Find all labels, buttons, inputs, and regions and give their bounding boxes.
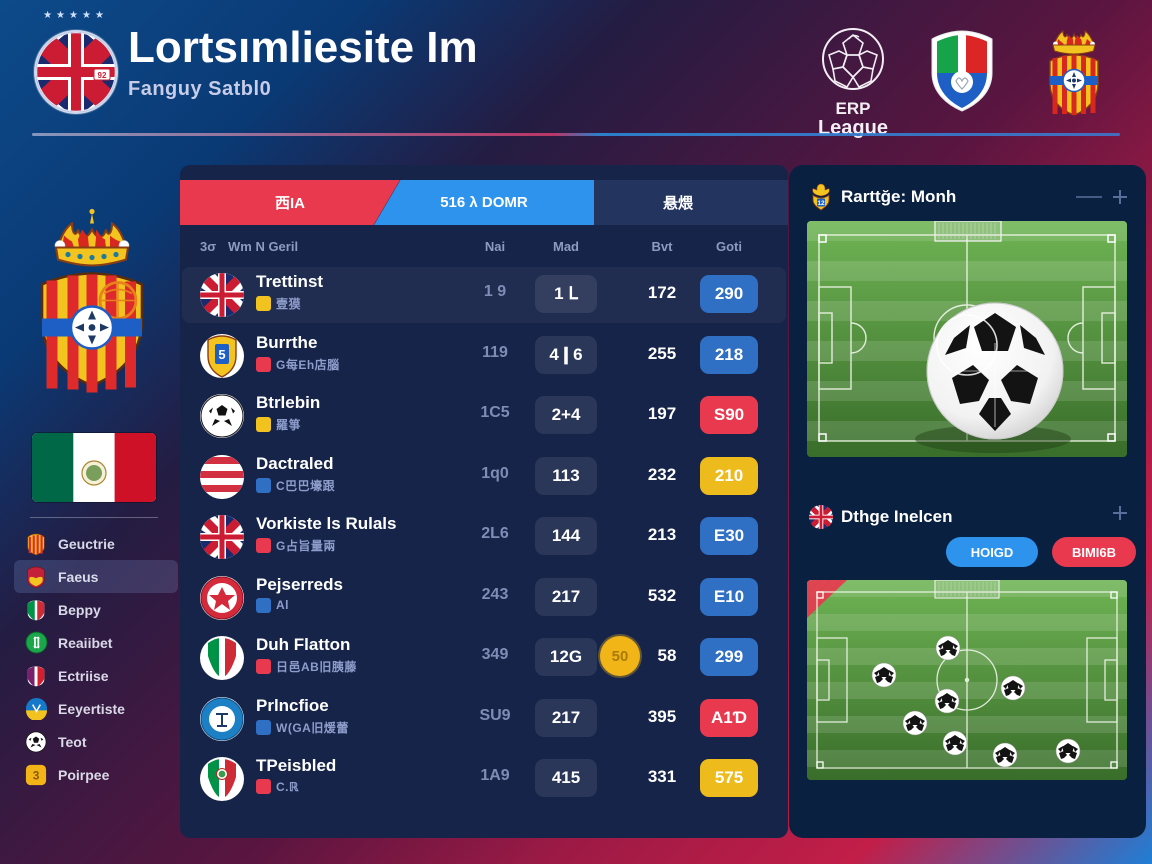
svg-text:12: 12 <box>817 200 825 207</box>
svg-text:5: 5 <box>218 347 225 362</box>
svg-text:3: 3 <box>33 768 40 782</box>
svg-text:92: 92 <box>98 71 107 80</box>
